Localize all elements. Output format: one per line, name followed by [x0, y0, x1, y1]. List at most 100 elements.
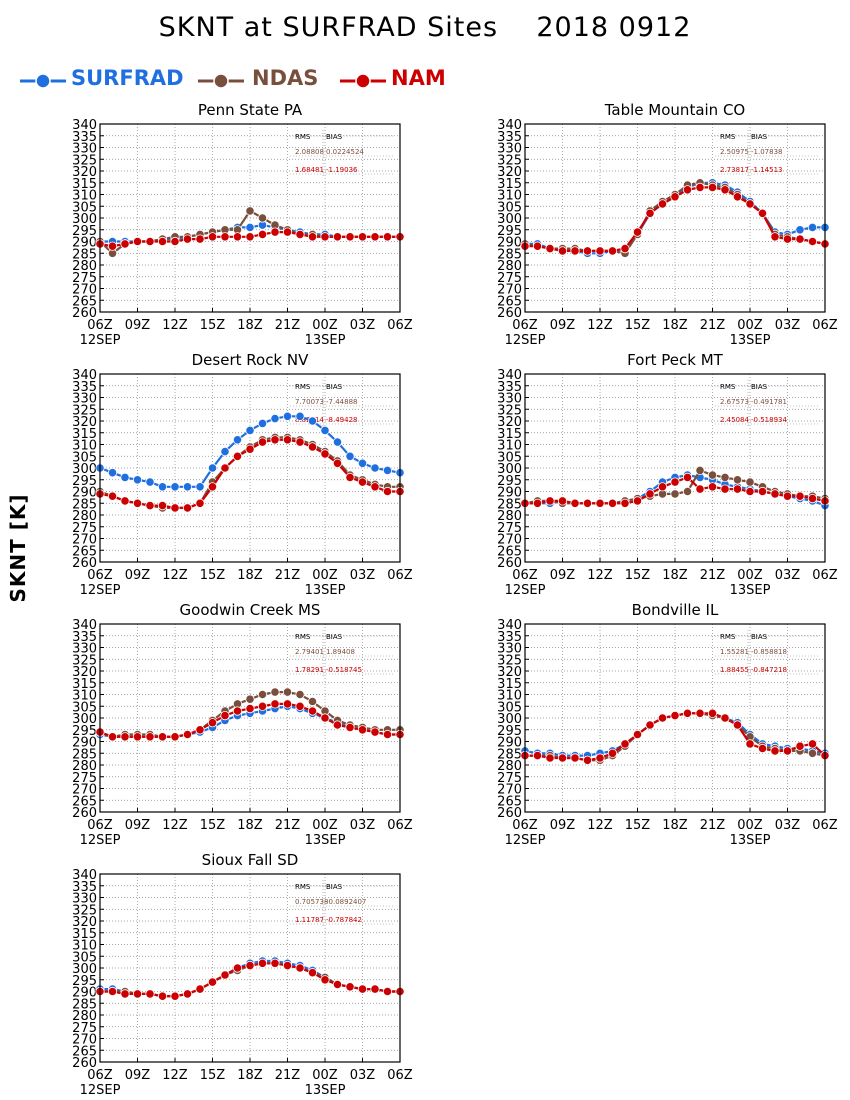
- y-tick-label: 290: [72, 486, 97, 501]
- data-point-nam: [157, 991, 168, 1001]
- y-tick-label: 330: [497, 642, 522, 657]
- y-tick-label: 300: [497, 212, 522, 227]
- data-point-nam: [557, 246, 568, 256]
- data-point-nam: [345, 982, 355, 992]
- data-point-ndas: [670, 489, 680, 499]
- y-tick-label: 270: [72, 533, 97, 548]
- chart-title: Desert Rock NV: [192, 351, 309, 369]
- y-tick-label: 290: [497, 236, 522, 251]
- x-tick-label: 18Z: [662, 568, 688, 583]
- data-point-nam: [107, 732, 118, 742]
- data-point-surfrad: [245, 425, 255, 435]
- stats-nam-bias: -0.847218: [751, 666, 787, 674]
- y-tick-label: 310: [497, 189, 522, 204]
- data-point-nam: [620, 498, 630, 508]
- y-tick-label: 325: [72, 153, 97, 168]
- stats-nam-bias: -0.518745: [326, 666, 362, 674]
- chart-panel-4: Fort Peck MT2602652702752802852902953003…: [497, 351, 838, 598]
- x-tick-label: 03Z: [350, 818, 376, 833]
- y-tick-label: 285: [72, 997, 97, 1012]
- data-point-nam: [320, 713, 330, 723]
- x-tick-label: 06Z: [512, 318, 538, 333]
- data-point-nam: [207, 718, 218, 728]
- y-tick-label: 310: [72, 939, 97, 954]
- chart-panel-7: Sioux Fall SD 260265270275280285290295300…: [72, 851, 413, 1098]
- data-point-nam: [670, 710, 680, 721]
- data-point-nam: [270, 699, 280, 709]
- y-tick-label: 310: [497, 689, 522, 704]
- data-point-nam: [607, 246, 618, 256]
- x-tick-label: 06Z: [387, 1068, 413, 1083]
- y-tick-label: 275: [497, 521, 522, 536]
- data-point-ndas: [245, 206, 255, 216]
- y-tick-label: 315: [72, 927, 97, 942]
- y-tick-label: 335: [72, 380, 97, 395]
- data-point-surfrad: [145, 477, 155, 487]
- data-point-nam: [720, 484, 730, 494]
- y-tick-label: 335: [72, 130, 97, 145]
- chart-panel-3: Desert Rock NV26026527027528028529029530…: [72, 351, 413, 598]
- x-tick-label: 21Z: [700, 818, 726, 833]
- y-tick-label: 295: [72, 974, 97, 989]
- y-tick-label: 260: [497, 556, 522, 571]
- data-point-nam: [245, 703, 255, 714]
- x-tick-label: 18Z: [662, 318, 688, 333]
- x-tick-label: 09Z: [550, 568, 576, 583]
- y-tick-label: 295: [497, 224, 522, 239]
- y-tick-label: 285: [497, 247, 522, 262]
- stats-ndas-rms: 2.50975: [720, 148, 749, 156]
- data-point-ndas: [257, 213, 268, 223]
- data-point-nam: [145, 989, 155, 999]
- stats-nam-rms: 1.68481: [295, 166, 324, 174]
- y-tick-label: 300: [497, 462, 522, 477]
- data-point-nam: [332, 720, 343, 730]
- data-point-nam: [182, 729, 193, 740]
- data-point-surfrad: [120, 472, 130, 482]
- data-point-nam: [770, 746, 780, 756]
- x-tick-label: 09Z: [125, 818, 151, 833]
- data-point-ndas: [707, 470, 718, 480]
- y-tick-label: 340: [497, 618, 522, 633]
- x-tick-label: 12Z: [162, 1068, 188, 1083]
- y-tick-label: 295: [72, 474, 97, 489]
- data-point-nam: [232, 963, 243, 973]
- y-tick-label: 330: [497, 392, 522, 407]
- plot-frame: [99, 373, 401, 563]
- y-tick-label: 320: [72, 165, 97, 180]
- data-point-nam: [532, 498, 543, 508]
- data-point-ndas: [282, 687, 293, 697]
- data-point-nam: [545, 753, 555, 763]
- x-tick-label: 03Z: [775, 568, 801, 583]
- x-tick-label: 09Z: [550, 818, 576, 833]
- data-point-nam: [232, 232, 243, 242]
- data-point-nam: [632, 729, 643, 740]
- data-point-nam: [795, 491, 805, 501]
- y-tick-label: 285: [497, 747, 522, 762]
- y-tick-label: 330: [72, 392, 97, 407]
- x-tick-label: 03Z: [350, 568, 376, 583]
- data-point-nam: [157, 500, 168, 511]
- data-point-nam: [607, 498, 618, 508]
- data-point-nam: [107, 986, 118, 997]
- data-point-nam: [332, 232, 343, 242]
- chart-panel-2: Table Mountain CO 26026527027528028529029…: [497, 101, 838, 348]
- chart-title: Bondville IL: [632, 601, 719, 619]
- chart-title: Table Mountain CO: [604, 101, 746, 119]
- stats-ndas-rms: 7.70073: [295, 398, 324, 406]
- data-point-surfrad: [357, 458, 368, 468]
- y-tick-label: 310: [497, 439, 522, 454]
- data-point-surfrad: [282, 411, 293, 421]
- stats-header-bias: BIAS: [326, 133, 343, 141]
- y-tick-label: 315: [72, 177, 97, 192]
- stats-header-bias: BIAS: [751, 383, 768, 391]
- x-date-label: 12SEP: [505, 333, 546, 348]
- y-tick-label: 270: [72, 1033, 97, 1048]
- y-tick-label: 265: [72, 544, 97, 559]
- y-tick-label: 265: [497, 544, 522, 559]
- y-tick-label: 280: [497, 259, 522, 274]
- y-tick-label: 305: [72, 700, 97, 715]
- y-tick-label: 325: [72, 903, 97, 918]
- y-tick-label: 325: [72, 653, 97, 668]
- data-point-nam: [195, 984, 205, 994]
